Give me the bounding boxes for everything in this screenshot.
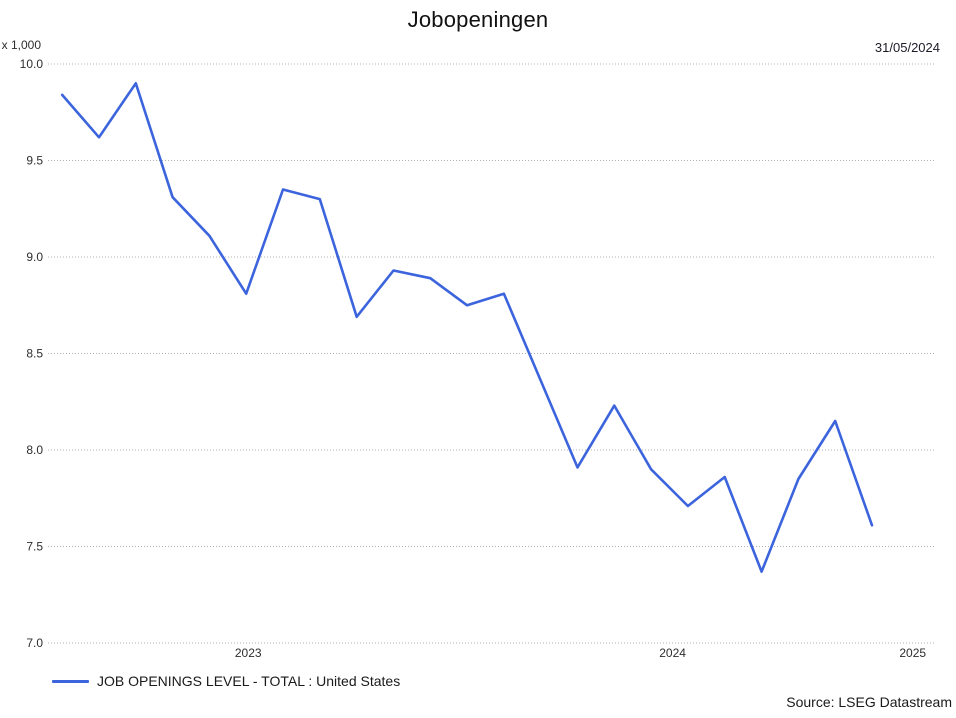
y-tick-label: 8.5	[26, 347, 43, 361]
y-tick-label: 7.0	[26, 636, 43, 650]
y-tick-label: 10.0	[20, 57, 44, 71]
chart-title: Jobopeningen	[407, 7, 549, 32]
y-axis-unit-label: x 1,000	[1, 38, 41, 52]
y-tick-label: 9.0	[26, 250, 43, 264]
y-tick-label: 8.0	[26, 443, 43, 457]
x-year-label: 2023	[235, 646, 262, 660]
legend-line-sample	[52, 679, 89, 683]
chart-date: 31/05/2024	[874, 40, 940, 55]
y-tick-label: 9.5	[26, 154, 43, 168]
series-line	[60, 82, 874, 573]
x-year-label: 2024	[659, 646, 686, 660]
x-year-label: 2025	[899, 646, 926, 660]
legend-label: JOB OPENINGS LEVEL - TOTAL : United Stat…	[97, 673, 401, 689]
y-tick-label: 7.5	[26, 540, 43, 554]
source-text: Source: LSEG Datastream	[786, 694, 952, 710]
legend: JOB OPENINGS LEVEL - TOTAL : United Stat…	[52, 671, 400, 691]
